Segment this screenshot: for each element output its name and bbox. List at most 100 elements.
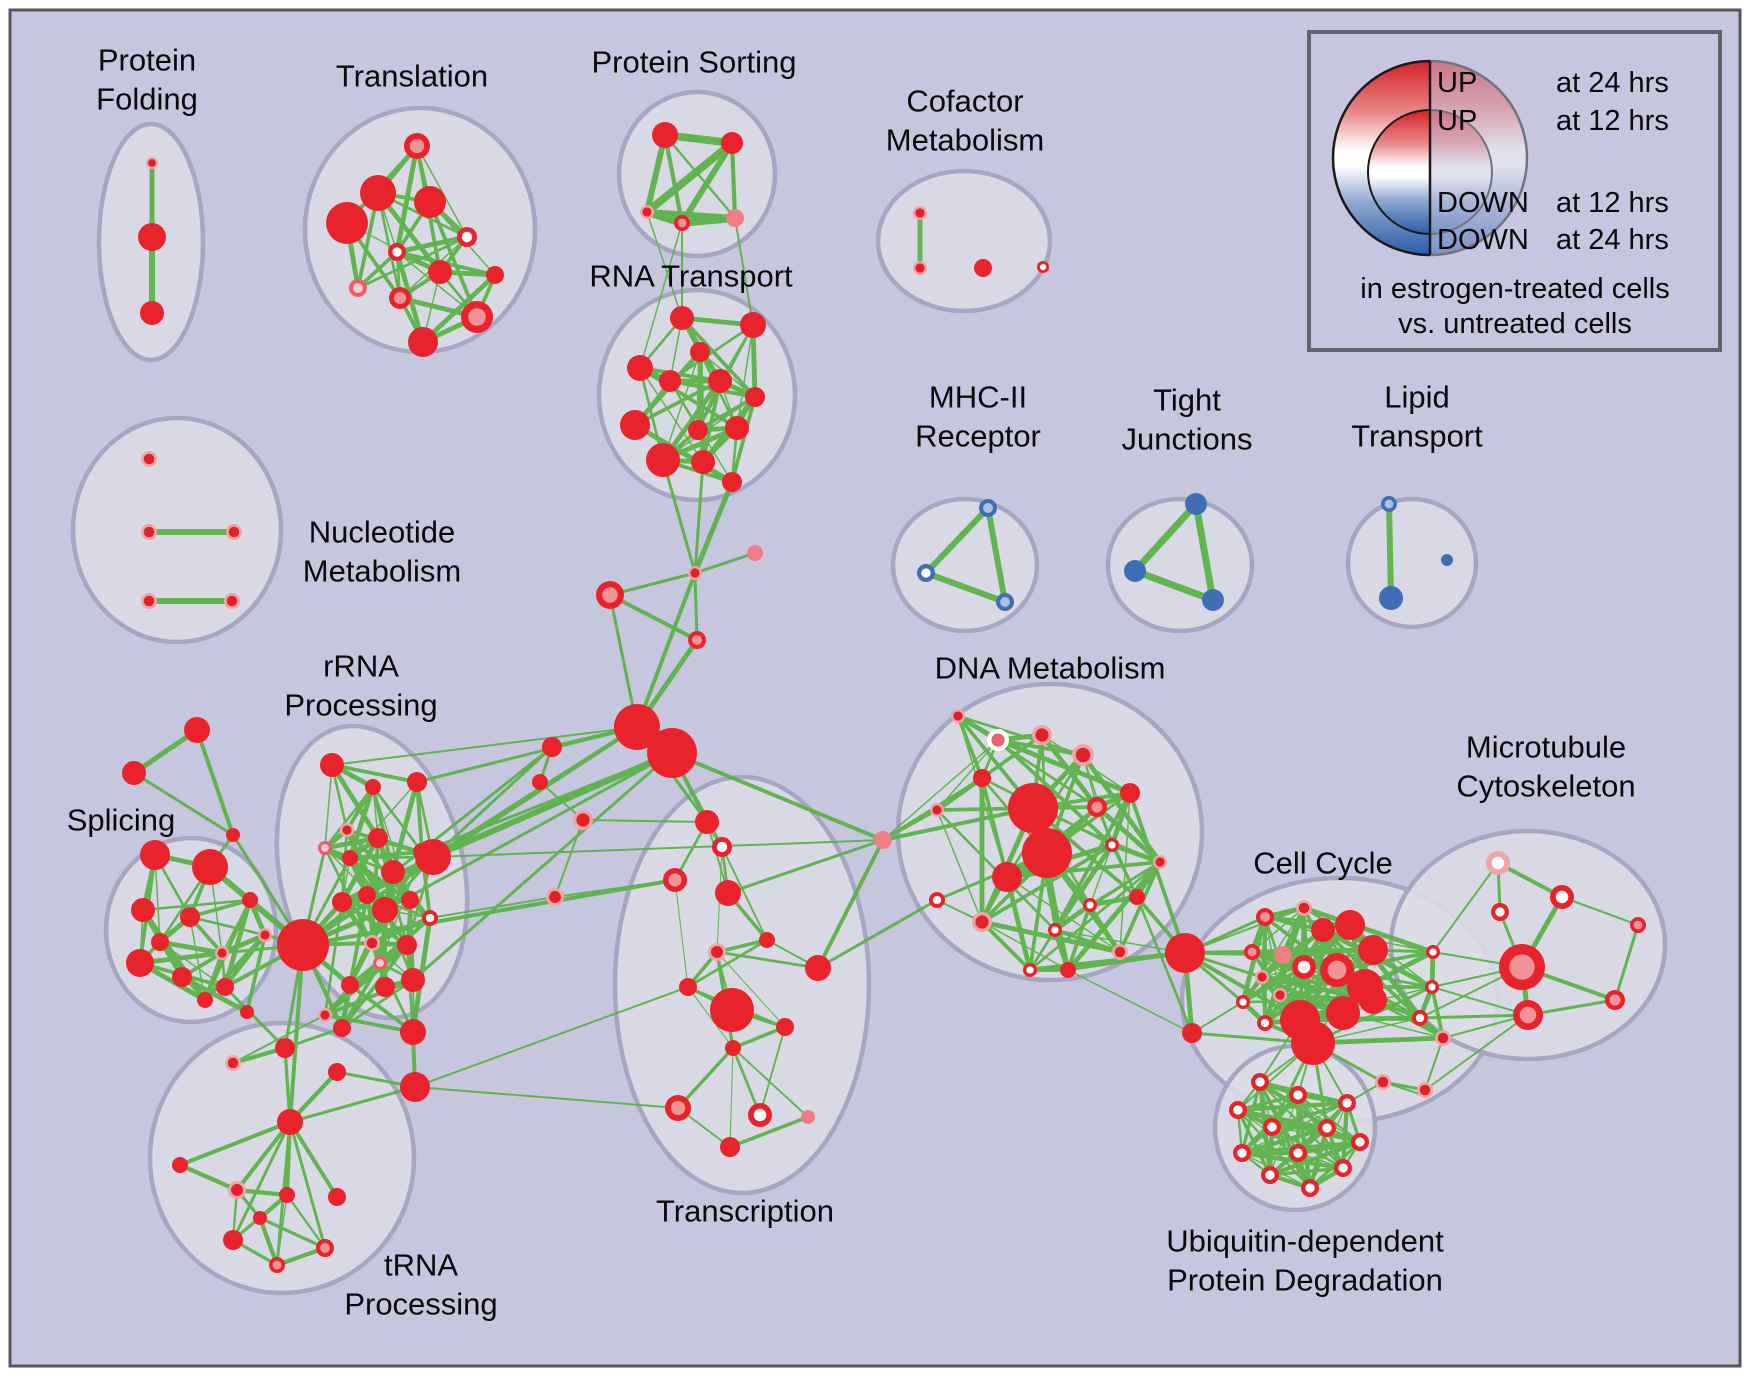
node-pink — [801, 1110, 815, 1124]
node-red — [180, 907, 200, 927]
node-center — [1437, 1032, 1449, 1044]
edge — [956, 714, 1085, 757]
edge — [323, 978, 415, 1017]
cluster-label-splicing: Splicing — [67, 803, 176, 838]
node-center — [690, 568, 700, 578]
legend-footer-line-1: vs. untreated cells — [1398, 308, 1632, 340]
cluster-label-rna-transport: RNA Transport — [589, 259, 793, 294]
edge — [1239, 1150, 1346, 1171]
node-center — [1555, 890, 1569, 904]
node-red — [973, 769, 991, 787]
edge — [1131, 500, 1200, 575]
node-red — [197, 992, 213, 1008]
edge — [956, 714, 984, 780]
node-red — [745, 387, 765, 407]
node-center — [353, 283, 363, 293]
node-red — [428, 260, 452, 284]
node-red — [358, 886, 376, 904]
node-center — [576, 813, 590, 827]
edge — [693, 551, 757, 575]
edge — [996, 738, 1114, 847]
edge — [301, 878, 677, 947]
legend-time-label-3: at 24 hrs — [1556, 224, 1669, 256]
edge — [1268, 1166, 1345, 1177]
node-red — [710, 988, 754, 1032]
node-red — [659, 370, 681, 392]
edge — [646, 211, 683, 319]
node-center — [1155, 857, 1165, 867]
edge — [728, 1115, 810, 1149]
edge — [1128, 791, 1187, 955]
node-center — [425, 913, 435, 923]
node-red — [360, 175, 396, 211]
edge — [608, 571, 697, 597]
node-center — [1260, 1018, 1270, 1028]
node-red — [1335, 910, 1365, 940]
edge — [980, 776, 1009, 879]
edge — [415, 780, 424, 854]
edge — [1561, 896, 1639, 926]
node-center — [376, 959, 384, 967]
node-red — [1120, 783, 1140, 803]
edge — [232, 1014, 326, 1064]
node-center — [1260, 912, 1270, 922]
edge — [1342, 1012, 1444, 1039]
node-red — [122, 761, 146, 785]
node-center — [711, 946, 723, 958]
node-red — [532, 774, 548, 790]
edge — [1251, 907, 1305, 953]
node-red — [1358, 935, 1388, 965]
edge — [676, 1046, 735, 1110]
cluster-label-transcription: Transcription — [656, 1194, 834, 1229]
node-center — [953, 711, 963, 721]
edge — [348, 916, 432, 987]
node-red — [720, 1137, 740, 1157]
node-center — [1519, 1006, 1537, 1024]
node-red — [328, 1063, 346, 1081]
node-center — [342, 825, 352, 835]
edge — [429, 896, 556, 919]
edge — [1135, 895, 1194, 1035]
edge — [732, 1047, 809, 1118]
node-red — [408, 327, 438, 357]
node-blue — [1202, 589, 1224, 611]
edge — [1281, 948, 1375, 957]
node-red — [725, 416, 749, 440]
node-red — [679, 978, 697, 996]
node-center — [148, 159, 156, 167]
edge — [179, 974, 250, 1015]
node-red — [1060, 962, 1076, 978]
edge — [132, 771, 235, 837]
edge — [661, 458, 697, 575]
cluster-label-cofactor-metabolism: Cofactor Metabolism — [886, 84, 1045, 158]
cluster-label-protein-sorting: Protein Sorting — [591, 45, 796, 80]
node-red — [400, 1072, 430, 1102]
node-center — [1255, 1077, 1265, 1087]
legend-time-label-1: at 12 hrs — [1556, 105, 1669, 137]
edge — [729, 140, 738, 221]
edge — [288, 1120, 327, 1250]
node-center — [226, 595, 238, 607]
node-center — [1237, 1148, 1247, 1158]
cluster-label-tight-junctions: Tight Junctions — [1122, 383, 1253, 457]
edge — [957, 715, 1008, 878]
node-center — [1298, 902, 1310, 914]
node-red — [226, 828, 240, 842]
node-center — [1428, 983, 1436, 991]
node-red — [486, 266, 504, 284]
node-center — [320, 1010, 330, 1020]
cluster-ellipse-lipid-transport — [1345, 496, 1479, 630]
edge — [716, 951, 786, 1028]
edge — [365, 893, 432, 920]
node-center — [461, 231, 473, 243]
edge — [663, 133, 737, 220]
node-red — [759, 932, 775, 948]
edge — [736, 324, 754, 429]
node-center — [932, 895, 942, 905]
node-red — [381, 860, 405, 884]
node-blue — [1441, 554, 1453, 566]
node-red — [415, 839, 451, 875]
node-center — [642, 207, 652, 217]
node-red — [776, 1018, 794, 1036]
node-red — [342, 850, 358, 866]
